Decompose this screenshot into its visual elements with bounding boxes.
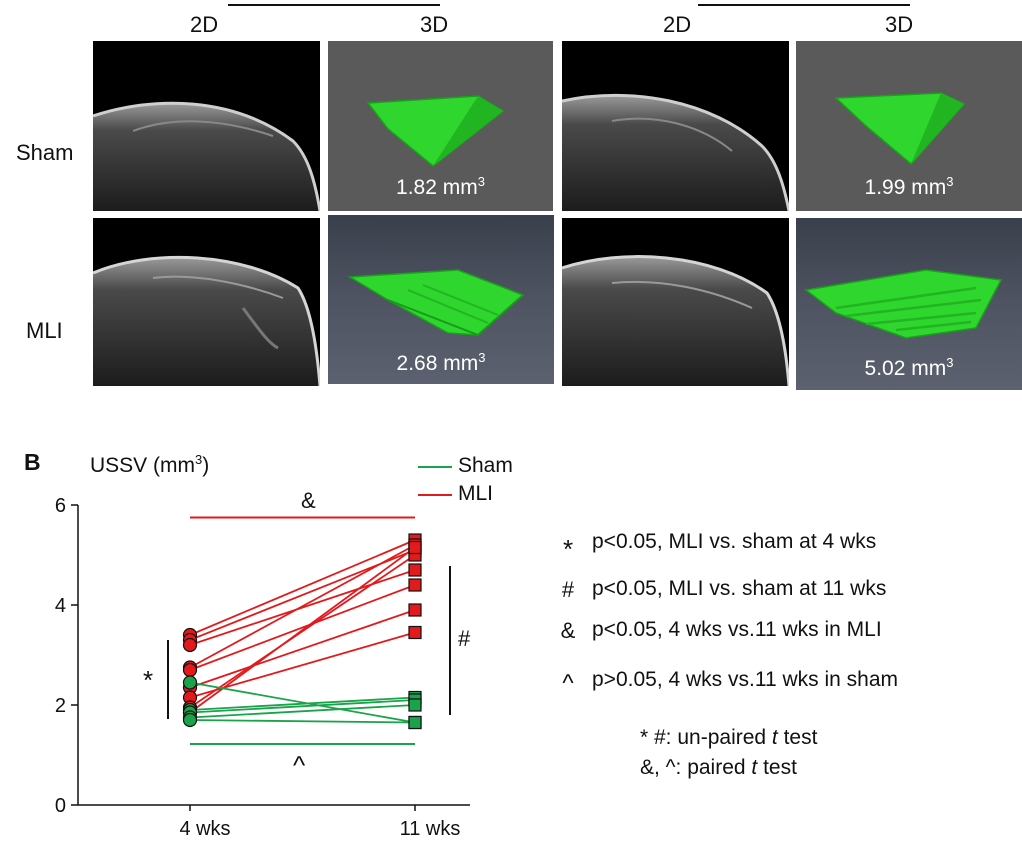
- pair-line-sham: [189, 696, 416, 711]
- note-symbol: ^: [562, 670, 574, 697]
- note-row: & p<0.05, 4 wks vs.11 wks in MLI: [556, 618, 996, 648]
- volume-label: 1.82 mm3: [396, 174, 485, 199]
- pair-line-mli: [189, 544, 416, 669]
- y-tick-label: 6: [55, 495, 66, 517]
- point-4wk-mli: [182, 662, 198, 678]
- annotation-hash: #: [458, 626, 471, 651]
- y-tick-label: 0: [55, 795, 66, 817]
- pair-line-mli: [189, 539, 416, 636]
- note-row: ^ p>0.05, 4 wks vs.11 wks in sham: [556, 668, 996, 698]
- model-3d-mli-4wk: 2.68 mm3: [328, 215, 554, 384]
- point-11wk-mli: [408, 540, 422, 555]
- legend-swatch-sham: [418, 466, 452, 468]
- legend-label-mli: MLI: [458, 482, 494, 505]
- ultrasound-image-mli-4wk: [93, 218, 320, 386]
- point-11wk-mli: [408, 563, 422, 577]
- ultrasound-image-sham-4wk: [93, 41, 320, 211]
- point-4wk-mli: [182, 637, 198, 653]
- y-tick-label: 4: [55, 595, 66, 617]
- note-text: p<0.05, 4 wks vs.11 wks in MLI: [592, 618, 882, 641]
- row-label-sham: Sham: [16, 140, 74, 165]
- pair-line-sham: [189, 719, 416, 724]
- pair-line-mli: [189, 631, 416, 699]
- pair-line-sham: [189, 699, 416, 714]
- note-symbol: #: [561, 577, 575, 602]
- annotation-star: *: [143, 665, 154, 695]
- col-header-2d-right: 2D: [663, 12, 692, 37]
- note-text: p<0.05, MLI vs. sham at 4 wks: [592, 530, 877, 553]
- col-header-2d-left: 2D: [190, 12, 219, 37]
- note-text: p<0.05, MLI vs. sham at 11 wks: [592, 577, 887, 600]
- row-label-mli: MLI: [26, 318, 63, 343]
- panel-b-letter: B: [24, 449, 41, 475]
- point-11wk-sham: [408, 698, 422, 712]
- point-4wk-sham: [182, 675, 198, 690]
- col-header-3d-right: 3D: [885, 12, 914, 37]
- paired-plot: 0 2 4 6 4 wks 11 wks: [55, 495, 470, 840]
- test-note-paired: &, ^: paired t test: [640, 756, 797, 779]
- point-11wk-mli: [408, 603, 422, 617]
- volume-label: 5.02 mm3: [864, 355, 954, 380]
- pair-line-mli: [189, 546, 416, 714]
- annotation-caret: ^: [293, 750, 306, 780]
- volume-label: 2.68 mm3: [396, 350, 486, 375]
- point-11wk-mli: [408, 625, 422, 640]
- annotation-amp: &: [301, 488, 316, 513]
- note-symbol: &: [560, 618, 576, 643]
- legend-swatch-mli: [418, 494, 452, 496]
- model-3d-sham-4wk: 1.82 mm3: [328, 41, 553, 211]
- point-4wk-sham: [182, 712, 198, 728]
- col-header-3d-left: 3D: [420, 12, 449, 37]
- pair-line-sham: [189, 681, 416, 724]
- point-11wk-mli: [408, 578, 422, 592]
- header-line-right: [698, 4, 910, 6]
- ultrasound-image-mli-11wk: [562, 218, 789, 386]
- pair-line-mli: [189, 554, 416, 709]
- note-row: # p<0.05, MLI vs. sham at 11 wks: [556, 577, 996, 607]
- note-row: * p<0.05, MLI vs. sham at 4 wks: [556, 530, 996, 564]
- x-tick-label: 11 wks: [400, 818, 461, 840]
- point-11wk-sham: [408, 715, 422, 730]
- test-note-unpaired: * #: un-paired t test: [640, 726, 818, 749]
- model-3d-mli-11wk: 5.02 mm3: [796, 218, 1022, 390]
- pair-line-sham: [189, 704, 416, 719]
- y-axis-label: USSV (mm3): [90, 452, 210, 477]
- pair-line-mli: [189, 584, 416, 671]
- x-tick-label: 4 wks: [179, 818, 230, 840]
- pair-line-mli: [189, 569, 416, 646]
- legend-label-sham: Sham: [458, 454, 513, 477]
- ultrasound-image-sham-11wk: [562, 41, 789, 211]
- pair-line-mli: [189, 609, 416, 689]
- volume-label: 1.99 mm3: [864, 174, 954, 199]
- y-tick-label: 2: [55, 695, 66, 717]
- header-line-left: [228, 4, 440, 6]
- note-symbol: *: [562, 534, 574, 564]
- note-text: p>0.05, 4 wks vs.11 wks in sham: [592, 668, 898, 691]
- model-3d-sham-11wk: 1.99 mm3: [796, 41, 1022, 211]
